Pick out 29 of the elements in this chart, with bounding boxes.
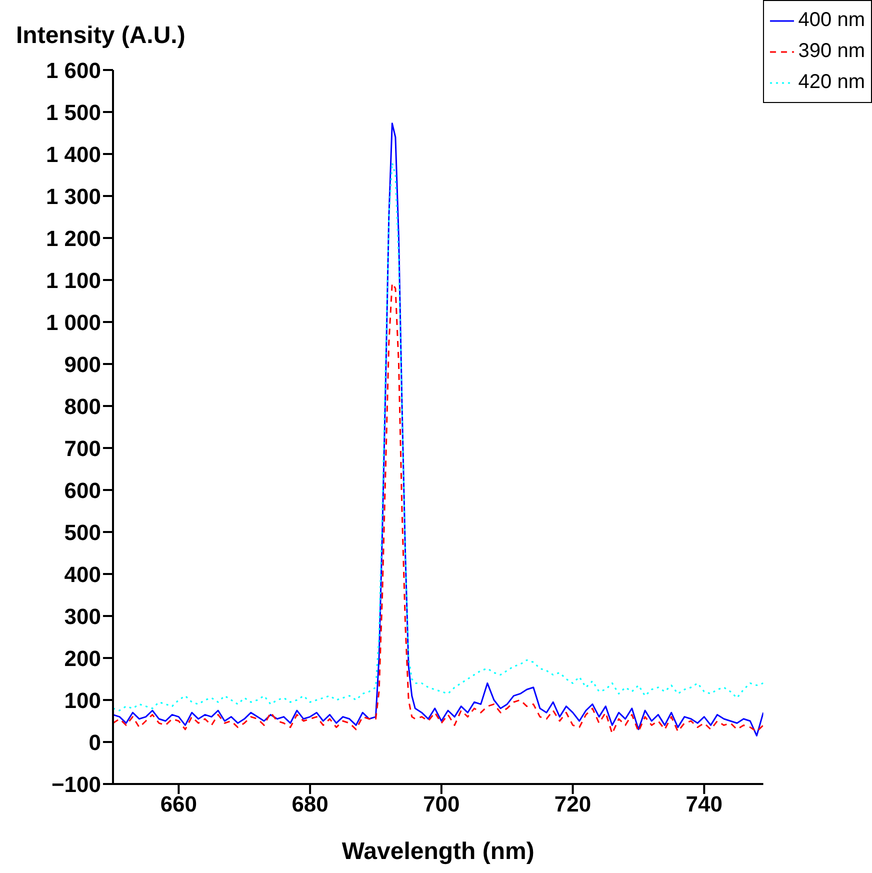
x-tick-label: 720 bbox=[554, 792, 592, 817]
y-tick-label: 1 000 bbox=[46, 310, 101, 335]
y-tick-label: 1 500 bbox=[46, 100, 101, 125]
legend-label: 390 nm bbox=[798, 39, 865, 64]
y-tick-label: 1 200 bbox=[46, 226, 101, 251]
y-tick-label: 400 bbox=[64, 562, 101, 587]
y-tick-label: 100 bbox=[64, 688, 101, 713]
legend-label: 420 nm bbox=[798, 70, 865, 95]
y-tick-label: 0 bbox=[88, 730, 101, 755]
x-tick-label: 700 bbox=[423, 792, 460, 817]
y-tick-label: 1 300 bbox=[46, 184, 101, 209]
y-tick-label: 500 bbox=[64, 520, 101, 545]
x-tick-label: 680 bbox=[292, 792, 328, 817]
y-axis-title: Intensity (A.U.) bbox=[16, 22, 186, 50]
y-tick-label: 600 bbox=[64, 478, 101, 503]
y-tick-label: 300 bbox=[64, 604, 101, 629]
x-axis-title: Wavelength (nm) bbox=[342, 838, 534, 865]
y-tick-label: 900 bbox=[64, 352, 101, 377]
y-tick-label: 700 bbox=[64, 436, 101, 461]
x-tick-label: 660 bbox=[160, 792, 198, 817]
line-series bbox=[113, 282, 764, 734]
y-tick-label: 1 400 bbox=[46, 142, 101, 167]
x-tick-label: 740 bbox=[686, 792, 723, 817]
y-tick-label: 800 bbox=[64, 394, 101, 419]
y-tick-label: −100 bbox=[51, 772, 101, 797]
y-tick-label: 1 100 bbox=[46, 268, 101, 293]
y-tick-label: 200 bbox=[64, 646, 101, 671]
legend-label: 400 nm bbox=[798, 8, 865, 33]
y-tick-label: 1 600 bbox=[46, 58, 101, 83]
